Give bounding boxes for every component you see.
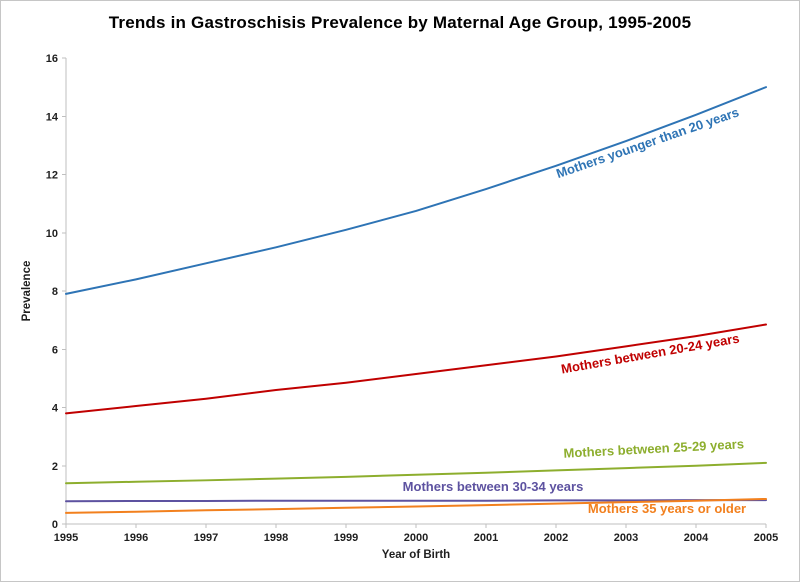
y-tick-label: 12 <box>46 170 58 182</box>
x-tick-label: 2002 <box>544 532 568 544</box>
chart-title: Trends in Gastroschisis Prevalence by Ma… <box>108 13 692 32</box>
x-tick-label: 1995 <box>54 532 78 544</box>
series-label-0: Mothers younger than 20 years <box>554 104 741 181</box>
x-tick-label: 1999 <box>334 532 358 544</box>
y-tick-label: 4 <box>52 403 59 415</box>
x-tick-label: 2003 <box>614 532 638 544</box>
series-label-4: Mothers 35 years or older <box>588 501 746 516</box>
y-tick-label: 2 <box>52 461 58 473</box>
series-label-3: Mothers between 30-34 years <box>403 479 584 494</box>
x-axis-title: Year of Birth <box>382 549 450 561</box>
x-tick-label: 1996 <box>124 532 148 544</box>
y-axis-title: Prevalence <box>21 261 33 322</box>
series-label-1: Mothers between 20-24 years <box>560 330 741 376</box>
x-tick-label: 2005 <box>754 532 778 544</box>
x-tick-label: 2004 <box>684 532 709 544</box>
series-label-2: Mothers between 25-29 years <box>563 436 744 460</box>
series-line-3 <box>65 499 767 503</box>
series-line-0 <box>65 86 767 295</box>
x-tick-label: 2001 <box>474 532 498 544</box>
y-tick-label: 16 <box>46 53 58 65</box>
series-line-1 <box>65 323 767 415</box>
series-line-4 <box>65 497 767 514</box>
x-tick-label: 2000 <box>404 532 428 544</box>
y-tick-label: 0 <box>52 519 58 531</box>
series-line-2 <box>65 461 767 485</box>
x-tick-label: 1998 <box>264 532 288 544</box>
y-tick-label: 8 <box>52 286 58 298</box>
y-tick-label: 10 <box>46 228 58 240</box>
x-tick-label: 1997 <box>194 532 218 544</box>
y-tick-label: 14 <box>46 111 59 123</box>
y-tick-label: 6 <box>52 344 58 356</box>
